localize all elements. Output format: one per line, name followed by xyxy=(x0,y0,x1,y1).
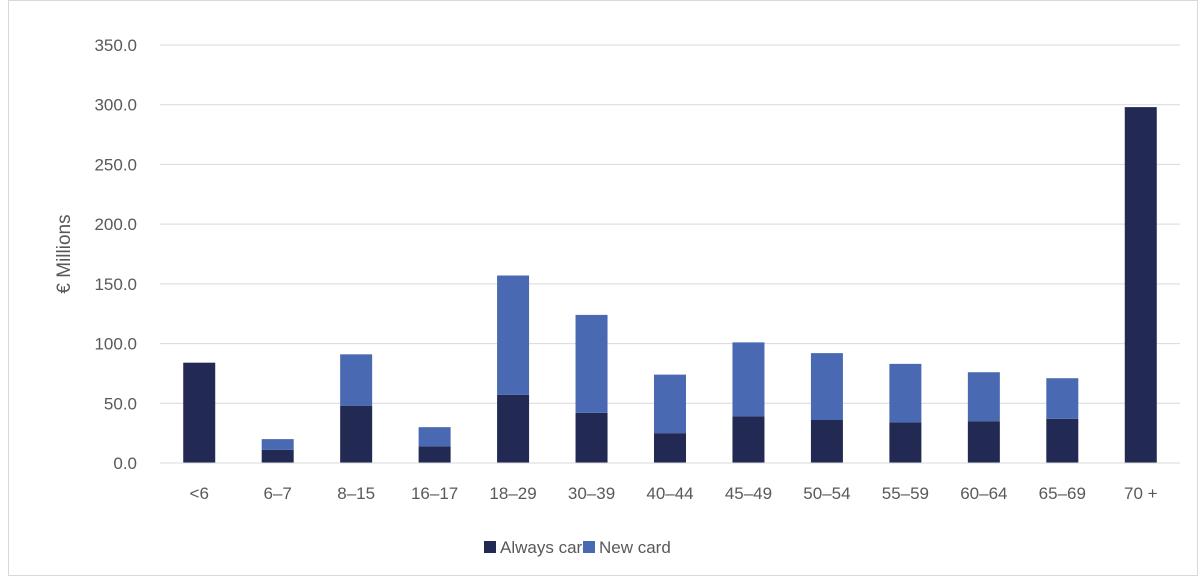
y-tick-label: 150.0 xyxy=(94,275,137,294)
chart-frame xyxy=(8,0,1198,576)
bars xyxy=(183,107,1157,464)
legend-label: Always card xyxy=(500,538,592,557)
legend-label: New card xyxy=(599,538,671,557)
bar-always-card xyxy=(732,416,765,463)
x-tick-label: 65–69 xyxy=(1039,484,1086,503)
bar-always-card xyxy=(967,421,1000,463)
x-tick-label: 6–7 xyxy=(264,484,292,503)
bar-new-card xyxy=(261,439,294,450)
x-tick-label: 45–49 xyxy=(725,484,772,503)
bar-new-card xyxy=(967,372,1000,422)
bar-new-card xyxy=(732,342,765,417)
bar-always-card xyxy=(810,420,843,463)
bar-always-card xyxy=(1046,418,1079,463)
x-tick-label: 60–64 xyxy=(960,484,1007,503)
bar-always-card xyxy=(889,422,922,463)
x-tick-label: 16–17 xyxy=(411,484,458,503)
legend: Always card New card xyxy=(484,538,671,557)
x-tick-label: 70 + xyxy=(1124,484,1158,503)
y-axis-label: € Millions xyxy=(54,214,75,293)
x-tick-label: 55–59 xyxy=(882,484,929,503)
x-axis-ticks: <6 6–7 8–15 16–17 18–29 30–39 40–44 45–49 50–54 5… xyxy=(190,484,1158,503)
bar-always-card xyxy=(261,449,294,463)
gridlines xyxy=(160,44,1180,404)
bar-always-card xyxy=(654,433,686,463)
y-tick-label: 350.0 xyxy=(94,36,137,55)
x-tick-label: 8–15 xyxy=(337,484,375,503)
y-tick-label: 50.0 xyxy=(104,394,137,413)
x-tick-label: 50–54 xyxy=(803,484,850,503)
x-tick-label: 40–44 xyxy=(646,484,693,503)
bar-always-card xyxy=(183,362,216,463)
y-tick-label: 100.0 xyxy=(94,335,137,354)
bar-always-card xyxy=(575,412,608,463)
bar-new-card xyxy=(497,275,530,395)
x-tick-label: 30–39 xyxy=(568,484,615,503)
y-tick-label: 0.0 xyxy=(113,454,137,473)
bar-new-card xyxy=(418,427,451,447)
y-tick-label: 300.0 xyxy=(94,96,137,115)
bar-always-card xyxy=(340,405,373,463)
x-tick-label: 18–29 xyxy=(489,484,536,503)
legend-swatch xyxy=(583,541,595,553)
y-axis-ticks: 0.0 50.0 100.0 150.0 200.0 250.0 300.0 350.0 xyxy=(94,36,137,473)
bar-new-card xyxy=(654,374,686,434)
bar-new-card xyxy=(810,353,843,421)
x-tick-label: <6 xyxy=(190,484,209,503)
bar-new-card xyxy=(1046,378,1079,419)
bar-new-card xyxy=(340,354,373,406)
bar-new-card xyxy=(889,363,922,423)
y-tick-label: 250.0 xyxy=(94,155,137,174)
bar-always-card xyxy=(1124,107,1157,464)
bar-always-card xyxy=(418,446,451,463)
bar-always-card xyxy=(497,394,530,463)
legend-swatch xyxy=(484,541,496,553)
y-tick-label: 200.0 xyxy=(94,215,137,234)
bar-new-card xyxy=(575,314,608,413)
